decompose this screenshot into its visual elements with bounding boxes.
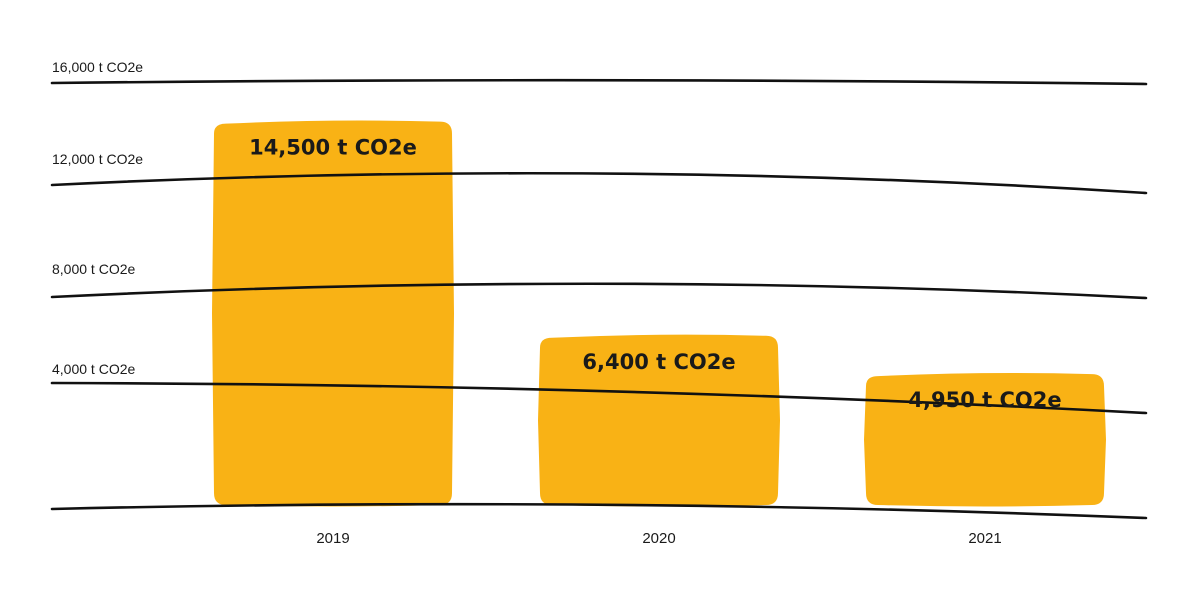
data-label-2021: 4,950 t CO2e <box>908 388 1061 412</box>
bar-2019 <box>212 120 454 507</box>
x-tick-label-2020: 2020 <box>642 530 675 547</box>
gridline-12000 <box>50 171 1148 195</box>
bars-layer <box>212 120 1106 507</box>
y-tick-label-12000: 12,000 t CO2e <box>52 151 143 167</box>
data-label-2019: 14,500 t CO2e <box>249 136 417 160</box>
gridline-8000 <box>50 282 1148 300</box>
gridlines-layer <box>50 78 1148 520</box>
gridline-16000 <box>50 78 1148 86</box>
data-labels: 14,500 t CO2e 6,400 t CO2e 4,950 t CO2e <box>249 136 1062 412</box>
data-label-2020: 6,400 t CO2e <box>582 350 735 374</box>
x-tick-label-2019: 2019 <box>316 530 349 547</box>
baseline <box>50 502 1148 520</box>
y-tick-labels: 4,000 t CO2e 8,000 t CO2e 12,000 t CO2e 16,… <box>52 59 143 377</box>
x-tick-labels: 2019 2020 2021 <box>316 530 1001 547</box>
y-tick-label-4000: 4,000 t CO2e <box>52 361 135 377</box>
x-tick-label-2021: 2021 <box>968 530 1001 547</box>
gridline-4000 <box>50 381 1148 415</box>
bar-2021 <box>864 373 1106 507</box>
y-tick-label-8000: 8,000 t CO2e <box>52 261 135 277</box>
y-tick-label-16000: 16,000 t CO2e <box>52 59 143 75</box>
bar-2020 <box>538 334 780 507</box>
